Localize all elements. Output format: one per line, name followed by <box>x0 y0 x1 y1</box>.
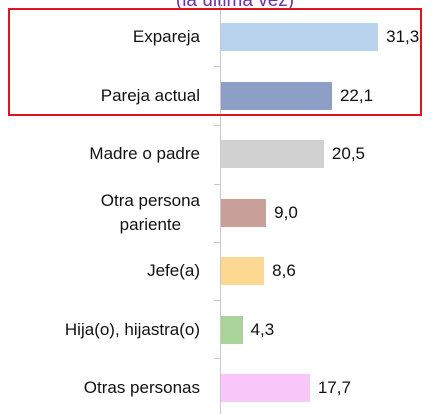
chart-subtitle: (la última vez) <box>175 0 295 11</box>
axis-tick <box>214 184 220 185</box>
value-label: 9,0 <box>274 202 298 222</box>
category-label: Otra persona pariente <box>100 190 200 234</box>
value-label: 8,6 <box>272 261 296 280</box>
bar <box>221 23 379 51</box>
value-label: 4,3 <box>250 319 275 339</box>
category-label: Jefe(a) <box>147 261 200 280</box>
category-label: Hija(o), hijastra(o) <box>64 319 200 339</box>
bar <box>221 315 243 344</box>
highlight-box <box>8 8 422 116</box>
value-label: 20,5 <box>331 144 365 163</box>
value-label: 31,3 <box>386 27 420 46</box>
category-label: Otras personas <box>83 378 200 397</box>
axis-tick <box>214 300 220 301</box>
bar <box>221 198 267 227</box>
bar <box>221 374 310 402</box>
axis-tick <box>214 125 220 126</box>
category-label: Expareja <box>132 27 200 46</box>
category-label: Madre o padre <box>89 144 200 163</box>
bar <box>221 81 332 110</box>
axis-tick <box>214 242 220 243</box>
bar <box>221 140 324 168</box>
category-axis <box>220 0 221 414</box>
axis-tick <box>214 66 220 67</box>
bar <box>221 257 265 285</box>
axis-tick <box>214 358 220 359</box>
category-label: Pareja actual <box>100 85 200 105</box>
value-label: 22,1 <box>339 85 374 105</box>
value-label: 17,7 <box>317 378 351 397</box>
